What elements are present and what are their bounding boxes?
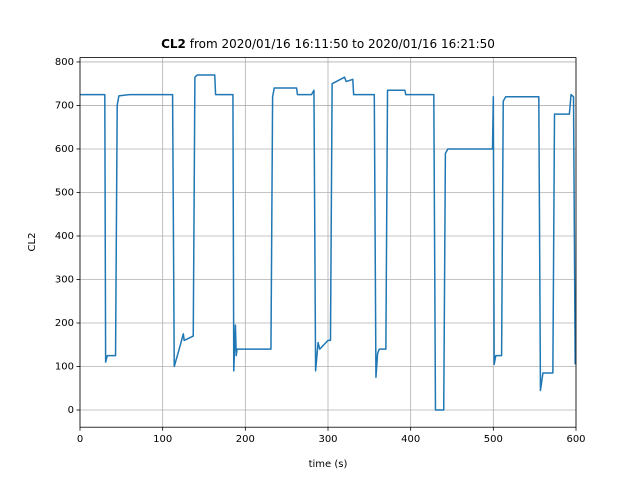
x-tick-label: 400 [401, 434, 420, 445]
x-tick-label: 600 [566, 434, 585, 445]
x-tick-label: 100 [153, 434, 172, 445]
title-variable: CL2 [161, 37, 186, 51]
plot-frame [79, 57, 577, 428]
x-tick-label: 200 [236, 434, 255, 445]
data-line [80, 74, 576, 411]
y-tick-label: 200 [55, 318, 74, 329]
title-rest: from 2020/01/16 16:11:50 to 2020/01/16 1… [190, 37, 495, 51]
y-tick-label: 600 [55, 144, 74, 155]
x-axis-label: time (s) [309, 459, 348, 470]
x-tick-label: 500 [484, 434, 503, 445]
y-tick-label: 800 [55, 57, 74, 68]
y-tick-label: 300 [55, 274, 74, 285]
y-tick-label: 100 [55, 362, 74, 373]
x-tick-label: 300 [318, 434, 337, 445]
x-tick-label: 0 [77, 434, 83, 445]
y-tick-label: 400 [55, 231, 74, 242]
y-tick-label: 500 [55, 187, 74, 198]
y-tick-label: 0 [68, 405, 74, 416]
y-axis-label: CL2 [27, 233, 38, 252]
chart-title: CL2 from 2020/01/16 16:11:50 to 2020/01/… [161, 37, 495, 51]
y-tick-label: 700 [55, 100, 74, 111]
